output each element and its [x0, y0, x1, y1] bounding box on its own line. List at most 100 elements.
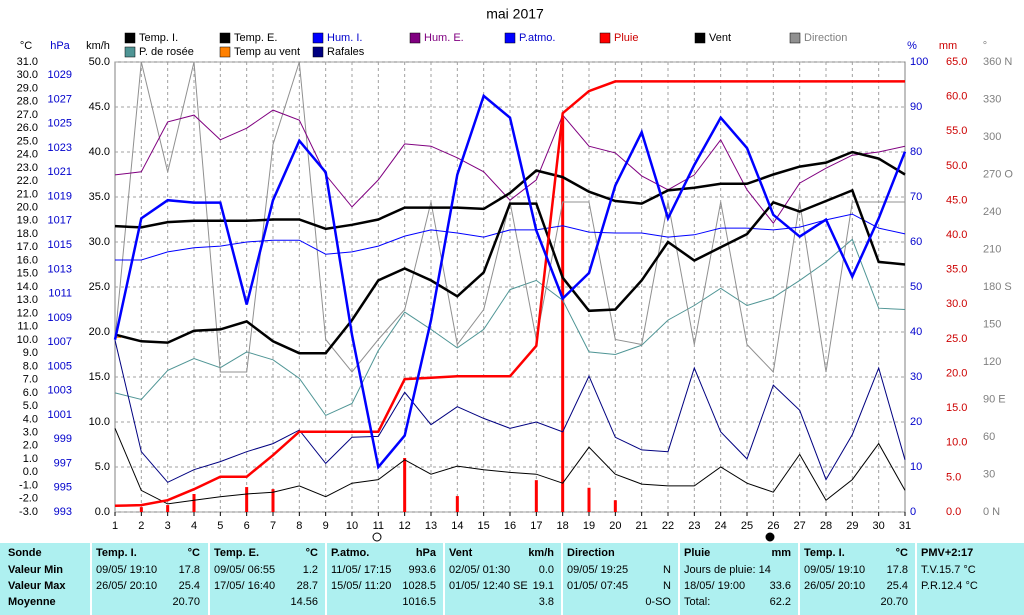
x-tick-label: 24	[715, 520, 727, 532]
x-tick-label: 30	[873, 520, 885, 532]
tick-label: 1.0	[23, 453, 38, 465]
x-tick-label: 1	[112, 520, 118, 532]
tick-label: 80	[910, 146, 922, 158]
cell-left: T.V.15.7 °C	[921, 564, 976, 576]
x-tick-label: 22	[662, 520, 674, 532]
tick-label: 30.0	[17, 69, 38, 81]
tick-label: 15.0	[17, 268, 38, 280]
cell-right: 25.4	[886, 580, 908, 592]
tick-label: 31.0	[17, 56, 38, 68]
section-title: P.atmo.	[331, 547, 370, 559]
table-section: Vent km/h 02/05/ 01:30 0.0 01/05/ 12:40 SE 19.…	[443, 543, 558, 615]
tick-label: 2.0	[23, 440, 38, 452]
tick-label: 25.0	[17, 135, 38, 147]
cell-left: 11/05/ 17:15	[331, 564, 392, 576]
tick-label: 35.0	[89, 191, 110, 203]
legend-label: P. de rosée	[139, 46, 194, 58]
x-tick-label: 9	[323, 520, 329, 532]
rain-bar	[455, 496, 459, 512]
series-line	[114, 238, 906, 417]
tick-label: 55.0	[946, 125, 967, 137]
tick-label: 1007	[48, 336, 72, 348]
tick-label: 0.0	[95, 506, 110, 518]
rain-bar	[613, 500, 617, 512]
table-section: Temp. I. °C 09/05/ 19:10 17.8 26/05/ 20:10 25…	[798, 543, 912, 615]
tick-label: 10.0	[946, 437, 967, 449]
tick-label: 1029	[48, 69, 72, 81]
tick-label: 6.0	[23, 387, 38, 399]
cell-right: 1.2	[302, 564, 318, 576]
tick-label: 300	[983, 131, 1001, 143]
tick-label: 70	[910, 191, 922, 203]
tick-label: 40	[910, 326, 922, 338]
tick-label: 26.0	[17, 122, 38, 134]
tick-label: 360 N	[983, 56, 1012, 68]
rain-bar	[271, 489, 275, 512]
tick-label: 30.0	[89, 236, 110, 248]
cell-mid: SE	[513, 580, 528, 592]
cell-left: 01/05/ 07:45	[567, 580, 629, 592]
section-title: Temp. E.	[214, 547, 260, 559]
cell-right: 25.4	[178, 580, 200, 592]
cell-right: 0-SO	[645, 596, 671, 608]
x-tick-label: 12	[399, 520, 411, 532]
tick-label: 1027	[48, 93, 72, 105]
tick-label: 0.0	[946, 506, 961, 518]
cell-left: 26/05/ 20:10	[804, 580, 866, 592]
tick-label: 60	[983, 431, 995, 443]
cell-right: 17.8	[178, 564, 200, 576]
tick-label: 1021	[48, 166, 72, 178]
x-tick-label: 8	[296, 520, 302, 532]
tick-label: 17.0	[17, 241, 38, 253]
x-tick-label: 2	[138, 520, 144, 532]
tick-label: 25.0	[946, 333, 967, 345]
axis-unit: °	[983, 40, 987, 52]
tick-label: 150	[983, 318, 1001, 330]
cell-left: P.R.12.4 °C	[921, 580, 978, 592]
tick-label: 20.0	[17, 201, 38, 213]
tick-label: 10	[910, 461, 922, 473]
tick-label: 1013	[48, 263, 72, 275]
x-tick-label: 15	[478, 520, 490, 532]
cell-right: 14.56	[290, 596, 318, 608]
tick-label: 90	[910, 101, 922, 113]
x-tick-label: 31	[899, 520, 911, 532]
section-unit: °C	[187, 547, 200, 559]
cell-left: 15/05/ 11:20	[331, 580, 392, 592]
rain-bar	[192, 494, 196, 512]
row-label: Valeur Max	[8, 580, 66, 592]
series-line	[115, 213, 906, 261]
section-unit: °C	[305, 547, 318, 559]
x-tick-label: 14	[451, 520, 463, 532]
tick-label: 35.0	[946, 264, 967, 276]
tick-label: -3.0	[19, 506, 38, 518]
cell-left: 18/05/ 19:00	[684, 580, 746, 592]
legend-label: Temp. E.	[234, 32, 277, 44]
moon-full	[765, 532, 775, 542]
tick-label: 1019	[48, 190, 72, 202]
tick-label: 997	[54, 457, 72, 469]
cell-left: 09/05/ 19:10	[804, 564, 866, 576]
x-tick-label: 10	[346, 520, 358, 532]
summary-table: Sonde Valeur Min Valeur Max Moyenne Temp. I.…	[0, 543, 1024, 615]
cell-right: 19.1	[532, 580, 554, 592]
tick-label: 10.0	[89, 416, 110, 428]
cell-right: 28.7	[296, 580, 318, 592]
x-tick-label: 13	[425, 520, 437, 532]
tick-label: 11.0	[17, 321, 38, 333]
row-label: Moyenne	[8, 596, 56, 608]
cell-right: 1028.5	[402, 580, 436, 592]
tick-label: 100	[910, 56, 928, 68]
tick-label: 180 S	[983, 281, 1012, 293]
tick-label: 5.0	[23, 400, 38, 412]
table-section: Temp. I. °C 09/05/ 19:10 17.8 26/05/ 20:10 25…	[90, 543, 204, 615]
axis-unit: km/h	[86, 40, 110, 52]
x-tick-label: 11	[373, 520, 384, 532]
cell-right: 20.70	[172, 596, 200, 608]
section-unit: °C	[895, 547, 908, 559]
cell-left: 09/05/ 06:55	[214, 564, 276, 576]
tick-label: 50.0	[89, 56, 110, 68]
tick-label: 60.0	[946, 91, 967, 103]
cell-right: 33.6	[769, 580, 791, 592]
